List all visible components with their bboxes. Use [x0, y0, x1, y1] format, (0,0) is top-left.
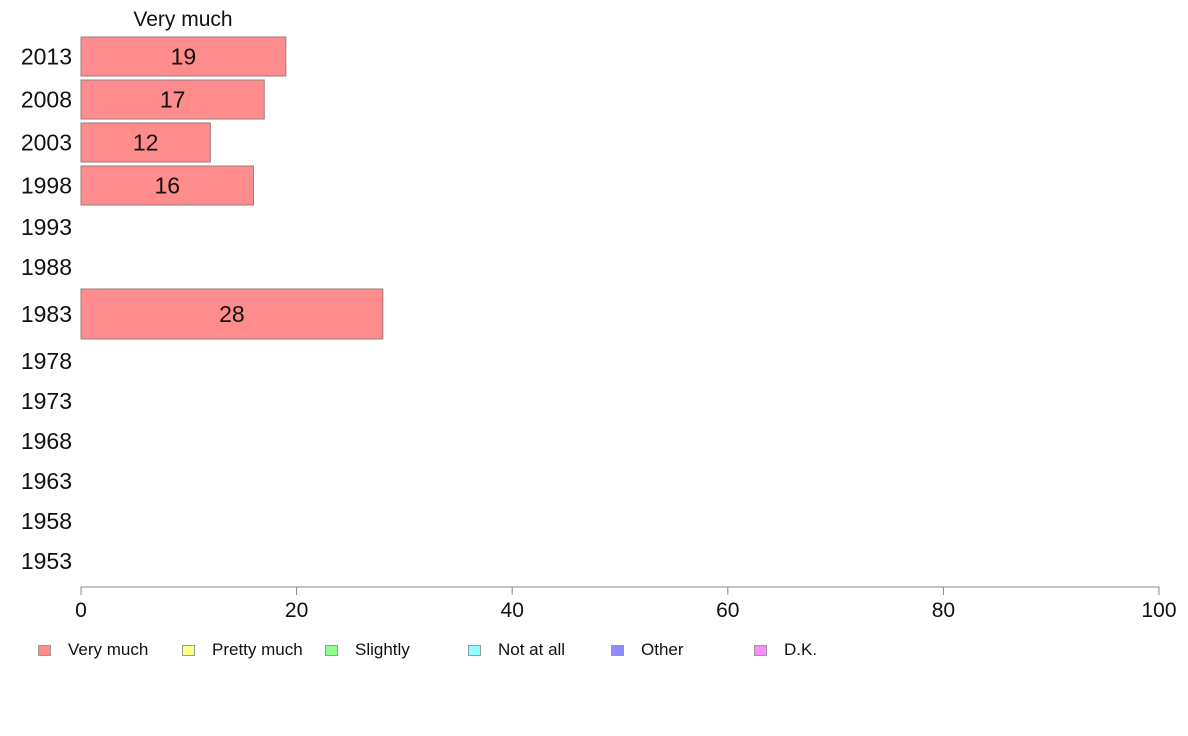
legend-swatch	[38, 644, 51, 656]
legend-item-dk: D.K.	[754, 638, 817, 662]
data-label: 12	[133, 130, 159, 156]
legend-item-slightly: Slightly	[325, 638, 410, 662]
data-label: 19	[171, 44, 197, 70]
y-tick-label: 1953	[21, 548, 72, 574]
bar	[80, 122, 211, 163]
legend-swatch	[182, 644, 195, 656]
column-header: Very much	[133, 8, 232, 31]
bar	[80, 165, 254, 206]
legend-item-other: Other	[611, 638, 684, 662]
y-tick-label: 1973	[21, 388, 72, 414]
legend-label: Other	[641, 640, 684, 659]
legend-swatch	[468, 644, 481, 656]
bar	[80, 36, 287, 77]
data-label: 28	[219, 301, 245, 327]
y-tick-label: 1968	[21, 428, 72, 454]
x-tick-label: 0	[75, 599, 87, 622]
legend-item-pretty-much: Pretty much	[182, 638, 303, 662]
legend-item-not-at-all: Not at all	[468, 638, 565, 662]
legend-swatch	[611, 644, 624, 656]
y-tick-label: 1958	[21, 508, 72, 534]
legend: Very much Pretty much Slightly Not at al…	[0, 638, 1188, 662]
x-tick-label: 20	[285, 599, 308, 622]
legend-item-very-much: Very much	[38, 638, 148, 662]
y-tick-label: 1993	[21, 214, 72, 240]
y-tick-label: 2008	[21, 87, 72, 113]
y-tick-label: 1998	[21, 173, 72, 199]
y-tick-label: 2003	[21, 130, 72, 156]
y-tick-label: 1978	[21, 348, 72, 374]
data-label: 16	[154, 173, 180, 199]
x-tick-label: 100	[1141, 599, 1176, 622]
x-tick-label: 80	[932, 599, 955, 622]
y-axis-labels: 2013 2008 2003 1998 1993 1988 1983 1978 1973 1968…	[21, 44, 72, 575]
x-axis: 0 20 40 60 80 100	[75, 586, 1177, 622]
x-tick-label: 40	[501, 599, 524, 622]
y-tick-label: 1983	[21, 301, 72, 327]
legend-label: Pretty much	[212, 640, 303, 659]
x-tick-label: 60	[716, 599, 739, 622]
legend-swatch	[754, 644, 767, 656]
legend-swatch	[325, 644, 338, 656]
legend-label: Very much	[68, 640, 149, 659]
data-label: 17	[160, 87, 186, 113]
y-tick-label: 1963	[21, 468, 72, 494]
y-tick-label: 2013	[21, 44, 72, 70]
bar	[80, 79, 265, 120]
legend-label: Not at all	[498, 640, 566, 659]
bar	[80, 288, 384, 340]
legend-label: D.K.	[784, 640, 818, 659]
legend-label: Slightly	[355, 640, 410, 659]
y-tick-label: 1988	[21, 254, 72, 280]
